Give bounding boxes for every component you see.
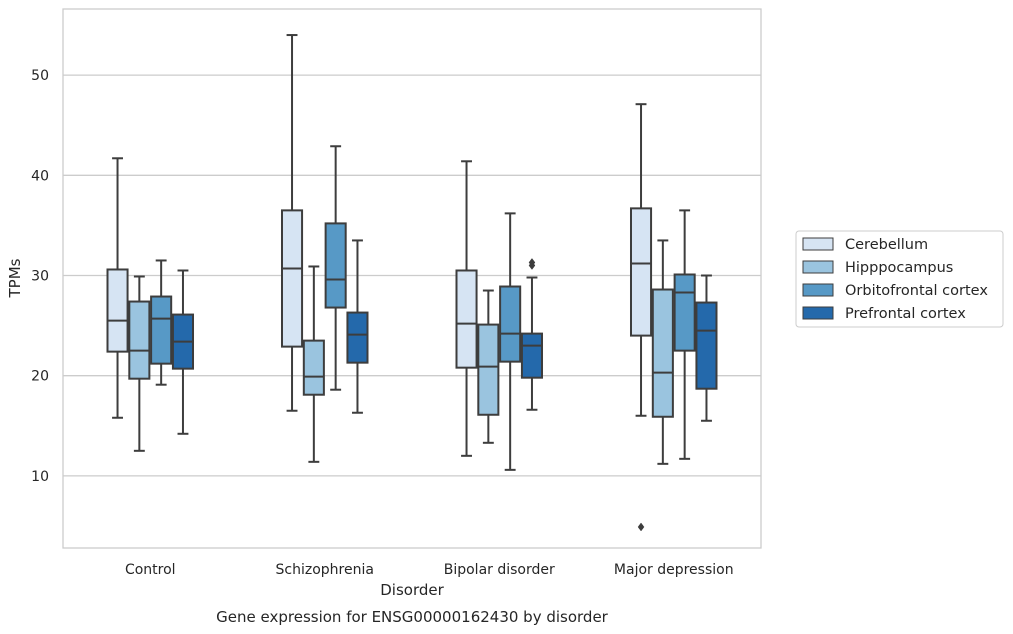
legend-frame xyxy=(795,230,1004,328)
legend-label: Cerebellum xyxy=(845,237,928,253)
box-cerebellum xyxy=(280,34,304,412)
y-axis-ticks: 10 20 30 40 50 xyxy=(31,68,49,485)
legend-label: Hipppocampus xyxy=(845,260,953,276)
y-tick-label: 30 xyxy=(31,268,49,284)
box-cerebellum xyxy=(629,103,653,532)
y-axis-title: TPMs xyxy=(6,258,24,298)
box-hipppocampus xyxy=(477,289,500,444)
plot-area xyxy=(62,8,762,549)
box-prefrontal-cortex xyxy=(695,274,718,422)
box-iqr xyxy=(499,285,522,363)
legend-swatch xyxy=(802,283,834,297)
x-tick-label: Major depression xyxy=(614,562,734,578)
y-tick-label: 50 xyxy=(31,68,49,84)
box-iqr xyxy=(324,222,347,309)
box-hipppocampus xyxy=(302,265,325,463)
box-iqr xyxy=(651,288,674,418)
box-iqr xyxy=(629,207,653,337)
x-tick-label: Bipolar disorder xyxy=(444,562,555,578)
box-cerebellum xyxy=(106,157,129,419)
outlier-point xyxy=(637,522,645,532)
box-iqr xyxy=(150,295,173,365)
chart-title: Gene expression for ENSG00000162430 by d… xyxy=(216,608,609,626)
box-orbitofrontal-cortex xyxy=(324,145,347,391)
box-iqr xyxy=(128,300,151,380)
box-iqr xyxy=(695,301,718,390)
box-prefrontal-cortex xyxy=(346,239,369,414)
y-tick-label: 40 xyxy=(31,168,49,184)
outlier-point xyxy=(528,258,536,267)
y-tick-label: 20 xyxy=(31,369,49,385)
box-prefrontal-cortex xyxy=(520,258,544,411)
box-iqr xyxy=(477,323,500,416)
legend-swatch xyxy=(802,237,834,251)
x-tick-label: Control xyxy=(125,562,176,578)
box-iqr xyxy=(346,311,369,364)
box-orbitofrontal-cortex xyxy=(673,209,696,460)
box-prefrontal-cortex xyxy=(171,269,195,435)
legend-swatch xyxy=(802,306,834,320)
x-axis-ticks: Control Schizophrenia Bipolar disorder Majo… xyxy=(125,562,734,578)
legend-label: Prefrontal cortex xyxy=(845,306,966,322)
gridlines xyxy=(63,74,761,477)
legend-swatch xyxy=(802,260,834,274)
box-cerebellum xyxy=(455,160,478,457)
box-iqr xyxy=(673,273,696,352)
box-iqr xyxy=(280,209,304,348)
box-orbitofrontal-cortex xyxy=(150,259,173,386)
box-hipppocampus xyxy=(651,239,674,465)
box-iqr xyxy=(520,332,544,379)
box-iqr xyxy=(106,268,129,353)
boxes xyxy=(106,34,718,532)
x-tick-label: Schizophrenia xyxy=(276,562,374,578)
legend: Cerebellum Hipppocampus Orbitofrontal cort… xyxy=(795,230,1004,328)
box-hipppocampus xyxy=(128,275,151,452)
box-iqr xyxy=(455,269,478,369)
legend-label: Orbitofrontal cortex xyxy=(845,283,988,299)
box-iqr xyxy=(302,339,325,396)
box-orbitofrontal-cortex xyxy=(499,212,522,471)
y-tick-label: 10 xyxy=(31,469,49,485)
x-axis-title: Disorder xyxy=(380,581,444,599)
